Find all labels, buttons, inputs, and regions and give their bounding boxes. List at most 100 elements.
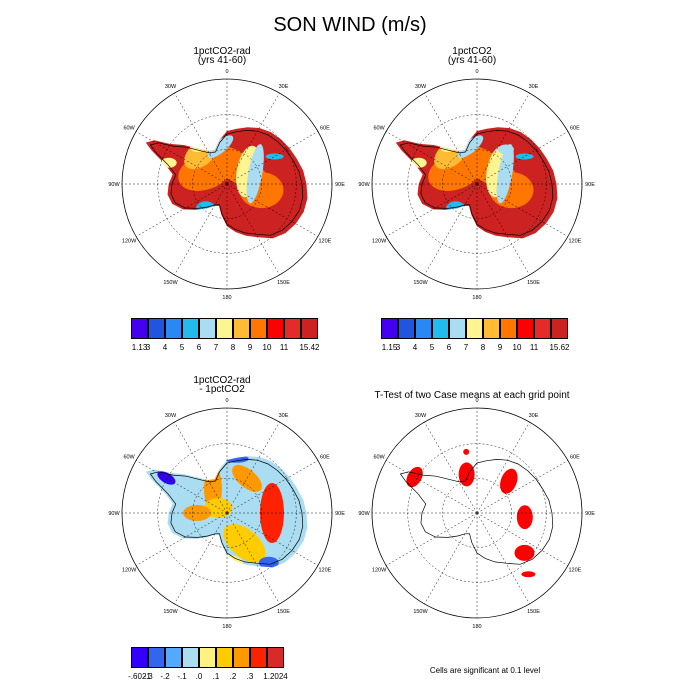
diff-zone-yellow	[223, 523, 266, 563]
meridian-line	[424, 183, 478, 276]
longitude-label: 90E	[335, 511, 345, 517]
meridian-line	[135, 183, 228, 237]
colorbar-tick-label: -.3	[143, 672, 153, 681]
colorbar-tick-label: .2	[229, 672, 237, 681]
meridian-line	[385, 512, 478, 566]
coastline	[149, 459, 304, 565]
colorbar-tick-label: 1.13	[131, 343, 148, 352]
latitude-circle	[407, 443, 547, 583]
longitude-label: 60E	[570, 126, 580, 132]
colorbar-swatch	[500, 318, 517, 339]
colorbar-swatch	[381, 318, 398, 339]
longitude-label: 60E	[320, 126, 330, 132]
colorbar-swatch	[267, 318, 284, 339]
latitude-circle	[157, 114, 297, 254]
colorbar-tick-label: 7	[213, 343, 219, 352]
longitude-label: 120E	[318, 568, 331, 574]
longitude-label: 60W	[123, 126, 135, 132]
longitude-label: 90W	[358, 511, 370, 517]
longitude-label: 0	[225, 69, 228, 75]
colorbar-1pctco2: 1.15 3 4 5 6 7 8 9 10 11 15.62	[381, 318, 570, 353]
colorbar-swatch	[284, 318, 301, 339]
meridian-line	[135, 131, 228, 185]
colorbar-tick-label: 5	[179, 343, 185, 352]
longitude-label: 60W	[123, 455, 135, 461]
colorbar-swatch	[216, 647, 233, 668]
colorbar-tick-label: 9	[497, 343, 503, 352]
colorbar-swatch	[466, 318, 483, 339]
wind-zone-blue	[265, 153, 284, 160]
meridian-line	[226, 460, 319, 514]
colorbar-tick-label: 8	[480, 343, 486, 352]
longitude-label: 180	[222, 295, 231, 301]
colorbar-swatch	[483, 318, 500, 339]
meridian-line	[476, 512, 530, 605]
meridian-line	[476, 460, 569, 514]
meridian-line	[226, 183, 319, 237]
longitude-label: 0	[475, 69, 478, 75]
wind-zone-light-yellow	[410, 157, 427, 168]
diff-zone-blue	[258, 556, 279, 568]
meridian-line	[424, 421, 478, 514]
longitude-label: 30E	[529, 84, 539, 90]
longitude-label: 90W	[358, 182, 370, 188]
longitude-label: 120W	[122, 239, 137, 245]
colorbar-tick-label: 8	[230, 343, 236, 352]
longitude-label: 0	[225, 398, 228, 404]
longitude-label: 30W	[415, 84, 427, 90]
significance-cells	[406, 448, 536, 578]
colorbar-tick-label: 1.2024	[263, 672, 288, 681]
latitude-circle	[442, 149, 512, 219]
panel-title-line1: 1pctCO2-rad	[193, 375, 251, 386]
longitude-label: 30E	[529, 413, 539, 419]
longitude-label: 150W	[413, 280, 428, 286]
meridian-line	[226, 92, 280, 185]
wind-zone-light-yellow	[160, 157, 177, 168]
longitude-label: 90E	[585, 182, 595, 188]
meridian-line	[476, 512, 569, 566]
meridian-line	[385, 131, 478, 185]
colorbar-swatch	[165, 647, 182, 668]
polar-map-difference: 0 30E 60E 90E 120E 150E 180 150W 120W 90W 60W 30W	[108, 398, 345, 630]
longitude-label: 0	[475, 398, 478, 404]
significance-note: Cells are significant at 0.1 level	[429, 666, 541, 675]
latitude-circle	[157, 443, 297, 583]
longitude-label: 150E	[527, 280, 540, 286]
colorbar-tick-label: 3	[395, 343, 401, 352]
wind-zone-light-blue	[496, 144, 514, 204]
colorbar-swatch	[432, 318, 449, 339]
longitude-label: 60E	[320, 455, 330, 461]
meridian-line	[135, 460, 228, 514]
colorbar-swatch	[534, 318, 551, 339]
longitude-label: 90W	[108, 511, 120, 517]
wind-field	[395, 127, 558, 239]
meridian-line	[476, 92, 530, 185]
meridian-line	[174, 92, 228, 185]
longitude-label: 30W	[165, 84, 177, 90]
colorbar-tick-label: 11	[279, 343, 289, 352]
meridian-line	[385, 460, 478, 514]
longitude-label: 120W	[372, 239, 387, 245]
colorbar-swatch	[267, 647, 284, 668]
colorbar-difference: -.6021 -.3 -.2 -.1 .0 .1 .2 .3 1.2024	[128, 647, 288, 682]
panel-title-line1: T-Test of two Case means at each grid po…	[374, 390, 570, 401]
colorbar-tick-label: -.6021	[128, 672, 151, 681]
colorbar-tick-label: -.2	[160, 672, 170, 681]
significant-cell-region	[463, 448, 470, 455]
colorbar-tick-label: 10	[512, 343, 522, 352]
meridian-line	[174, 512, 228, 605]
colorbar-swatch	[165, 318, 182, 339]
meridian-line	[174, 183, 228, 276]
wind-zone-blue	[195, 201, 216, 218]
colorbar-swatch	[517, 318, 534, 339]
longitude-label: 90E	[335, 182, 345, 188]
colorbar-swatch	[233, 318, 250, 339]
meridian-line	[226, 183, 280, 276]
colorbar-swatch	[250, 318, 267, 339]
wind-zone-blue	[515, 153, 534, 160]
coastline	[149, 130, 304, 236]
colorbar-tick-label: 6	[446, 343, 452, 352]
latitude-circle	[192, 478, 262, 548]
longitude-label: 150W	[163, 609, 178, 615]
